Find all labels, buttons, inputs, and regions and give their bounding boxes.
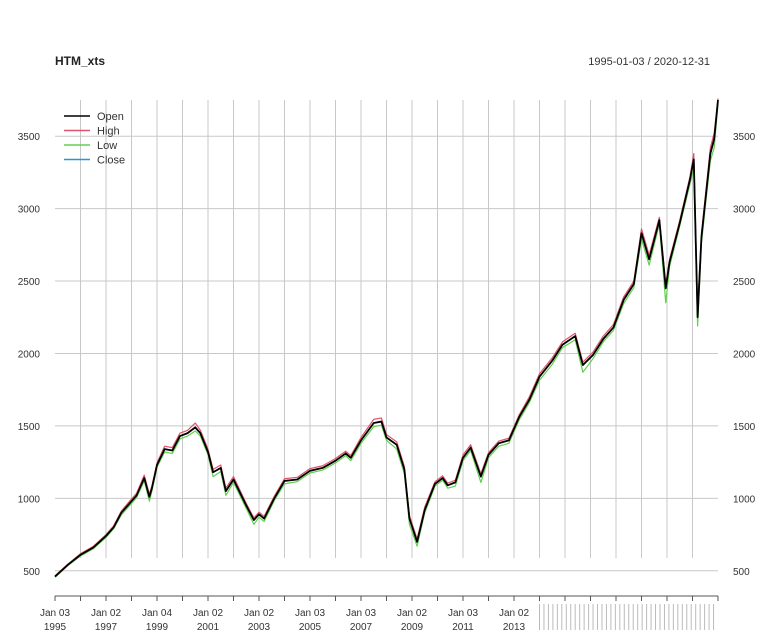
x-tick-label-month: Jan 02 [91, 608, 121, 619]
y-tick-label-left: 3500 [18, 132, 41, 143]
y-tick-label-left: 2000 [18, 349, 41, 360]
y-tick-label-left: 1500 [18, 422, 41, 433]
x-tick-label-year: 2005 [299, 622, 322, 633]
series-line-open [54, 99, 719, 578]
y-tick-label-left: 3000 [18, 205, 41, 216]
x-tick-label-month: Jan 02 [499, 608, 529, 619]
grid-lines [55, 100, 718, 572]
x-tick-label-month: Jan 02 [193, 608, 223, 619]
x-tick-label-month: Jan 03 [295, 608, 325, 619]
x-tick-label-year: 1999 [146, 622, 169, 633]
x-tick-label-year: 2011 [452, 622, 474, 633]
series-lines [54, 98, 719, 578]
tick-labels: 500 500 1000 1000 1500 1500 2000 2000 2500 2500 30… [18, 132, 756, 633]
x-tick-label-month: Jan 03 [40, 608, 70, 619]
x-tick-label-year: 1995 [44, 622, 67, 633]
x-tick-label-year: 2001 [197, 622, 220, 633]
x-tick-label-month: Jan 03 [448, 608, 478, 619]
x-tick-label-year: 1997 [95, 622, 118, 633]
y-tick-label-right: 3000 [733, 205, 756, 216]
y-tick-label-left: 1000 [18, 494, 41, 505]
x-tick-label-year: 2003 [248, 622, 271, 633]
axes [54, 595, 719, 630]
x-tick-label-month: Jan 03 [346, 608, 376, 619]
y-tick-label-right: 1500 [733, 422, 756, 433]
legend-label-high: High [97, 126, 120, 138]
legend-label-low: Low [97, 140, 117, 152]
y-tick-label-right: 2500 [733, 277, 756, 288]
legend-label-open: Open [97, 111, 124, 123]
chart-title: HTM_xts [55, 54, 105, 68]
legend: Open High Low Close [64, 111, 125, 167]
y-tick-label-right: 2000 [733, 349, 756, 360]
x-tick-label-year: 2007 [350, 622, 373, 633]
x-tick-label-month: Jan 02 [244, 608, 274, 619]
y-tick-label-right: 500 [733, 567, 750, 578]
legend-label-close: Close [97, 155, 125, 167]
x-tick-label-month: Jan 04 [142, 608, 172, 619]
y-tick-label-left: 500 [23, 567, 40, 578]
y-tick-label-right: 3500 [733, 132, 756, 143]
y-tick-label-right: 1000 [733, 494, 756, 505]
x-tick-label-month: Jan 02 [397, 608, 427, 619]
date-range-label: 1995-01-03 / 2020-12-31 [588, 56, 710, 68]
y-tick-label-left: 2500 [18, 277, 41, 288]
x-tick-label-year: 2013 [503, 622, 526, 633]
x-tick-label-year: 2009 [401, 622, 424, 633]
